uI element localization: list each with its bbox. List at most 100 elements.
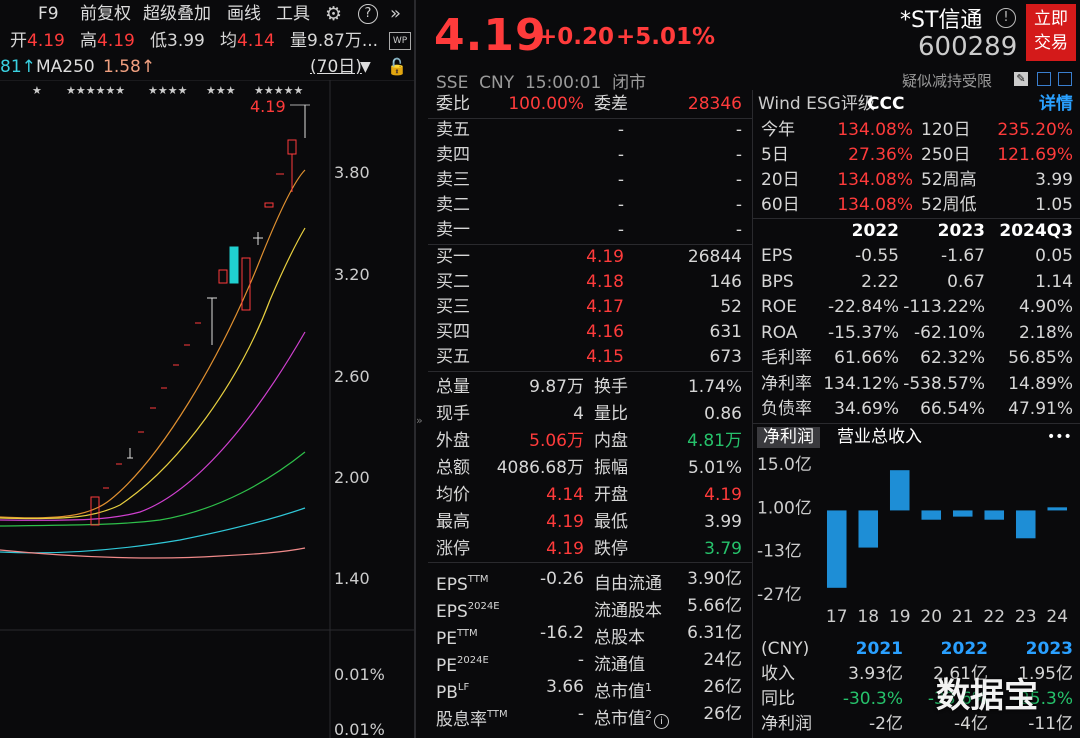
return-label: 120日: [921, 120, 971, 140]
fund-label: EPS2024E: [436, 593, 500, 626]
tab-net-profit[interactable]: 净利润: [757, 427, 820, 448]
info-icon[interactable]: !: [996, 8, 1016, 28]
period-selector[interactable]: (70日): [310, 57, 362, 77]
wp-icon[interactable]: WP: [389, 32, 411, 50]
fund-label: EPSTTM: [436, 566, 488, 599]
fin-value: 1.14: [1035, 271, 1073, 292]
fund-value: 3.90亿: [687, 569, 742, 589]
fin-value: 62.32%: [920, 348, 985, 368]
esg-rating: CCC: [867, 94, 905, 114]
stat-label: 均价: [436, 485, 470, 505]
candle: [264, 202, 274, 208]
stat-row: 外盘 5.06万 内盘 4.81万: [428, 428, 752, 455]
high-label: 高: [80, 31, 97, 51]
edit-icon[interactable]: ✎: [1014, 72, 1028, 86]
ma-line-120: [0, 507, 306, 554]
ask-price: -: [617, 220, 624, 240]
stat-value: 4.19: [704, 485, 742, 505]
rev-year: 2021: [855, 639, 903, 659]
fund-value: -0.26: [540, 569, 584, 589]
weicha-label: 委差: [594, 94, 628, 114]
grid-icon[interactable]: [1058, 72, 1072, 86]
profit-bar[interactable]: [952, 510, 973, 517]
price-change-pct: +5.01%: [616, 24, 716, 50]
weibi-label: 委比: [436, 94, 470, 114]
fin-label: 负债率: [761, 399, 812, 419]
window-icon[interactable]: [1037, 72, 1051, 86]
chart-toolbar: F9 前复权 超级叠加 画线 工具 ⚙ ? »: [0, 0, 414, 28]
stat-row: 总量 9.87万 换手 1.74%: [428, 374, 752, 401]
star-mark: ★★★★★★: [66, 84, 125, 97]
toolbar-super-overlay[interactable]: 超级叠加: [143, 4, 211, 24]
ask-label: 卖五: [436, 120, 470, 140]
fund-label-text: EPS: [436, 575, 468, 595]
fin-year: 2024Q3: [999, 221, 1073, 241]
ask-label: 卖二: [436, 195, 470, 215]
trade-button[interactable]: 立即 交易: [1026, 4, 1076, 61]
x-tick: 24: [1046, 607, 1068, 627]
candle: [90, 496, 100, 526]
info-circle-icon[interactable]: i: [654, 714, 669, 729]
chevron-down-icon[interactable]: ▼: [360, 59, 371, 75]
profit-bar[interactable]: [889, 470, 910, 511]
tab-total-revenue[interactable]: 营业总收入: [837, 427, 922, 447]
y-tick: -13亿: [757, 542, 802, 562]
rev-value: -33.6%: [927, 689, 988, 709]
toolbar-f9[interactable]: F9: [38, 4, 59, 24]
gear-icon[interactable]: ⚙: [325, 3, 343, 25]
stat-label: 涨停: [436, 539, 470, 559]
toolbar-tools[interactable]: 工具: [276, 4, 310, 24]
profit-bar[interactable]: [1047, 507, 1068, 511]
ma-line-60: [0, 451, 306, 527]
avg-label: 均: [220, 31, 237, 51]
fin-value: 4.90%: [1018, 297, 1073, 317]
fund-label: 总股本: [594, 620, 645, 652]
fund-label-sup: TTM: [467, 574, 489, 585]
panel-collapse-handle[interactable]: »: [416, 414, 423, 427]
ohlc-row: 开4.19 高4.19 低3.99 均4.14 量9.87万... WP: [0, 28, 414, 54]
currency: CNY: [479, 73, 515, 93]
profit-bar[interactable]: [1015, 510, 1036, 539]
return-row: 60日 134.08% 52周低 1.05: [753, 193, 1080, 218]
more-icon[interactable]: •••: [1047, 429, 1072, 445]
bid-price: 4.16: [586, 322, 624, 342]
last-price: 4.19: [434, 10, 547, 61]
toolbar-forward-adjust[interactable]: 前复权: [80, 4, 131, 24]
fund-label-sup: LF: [457, 682, 470, 693]
ask-row: 卖四 - -: [428, 143, 752, 168]
esg-detail-link[interactable]: 详情: [1039, 94, 1073, 114]
fin-row: BPS 2.22 0.67 1.14: [753, 270, 1080, 295]
help-icon[interactable]: ?: [358, 4, 378, 24]
return-value: 134.08%: [837, 120, 913, 140]
stat-label: 最低: [594, 512, 628, 532]
stat-value: 5.06万: [529, 431, 584, 451]
candle: [287, 139, 297, 155]
lock-icon[interactable]: 🔓: [387, 57, 407, 76]
y-tick: 3.20: [334, 265, 370, 284]
ask-label: 卖四: [436, 145, 470, 165]
double-chevron-right-icon[interactable]: »: [390, 3, 402, 24]
stat-value: 0.86: [704, 404, 742, 424]
return-value: 1.05: [1035, 195, 1073, 215]
profit-bar[interactable]: [984, 510, 1005, 520]
kline-chart[interactable]: ★ ★★★★★★ ★★★★ ★★★ ★★★★★ 4.19 3.80 3.20 2…: [0, 80, 414, 738]
bid-volume: 26844: [687, 247, 742, 267]
fund-label: PE2024E: [436, 647, 489, 680]
profit-bar[interactable]: [858, 510, 879, 548]
fund-row: PBLF 3.66 总市值1 26亿: [428, 674, 752, 703]
fin-row: ROE -22.84% -113.22% 4.90%: [753, 295, 1080, 320]
return-row: 20日 134.08% 52周高 3.99: [753, 168, 1080, 193]
rev-label: 同比: [761, 689, 795, 709]
toolbar-draw-line[interactable]: 画线: [227, 4, 261, 24]
profit-bar[interactable]: [921, 510, 942, 520]
profit-bar[interactable]: [826, 510, 847, 588]
fin-value: 2.18%: [1018, 322, 1073, 343]
fund-label: 总市值1: [594, 674, 652, 706]
rev-label: 收入: [761, 664, 795, 684]
avg-value: 4.14: [237, 31, 275, 51]
stat-value: 4.81万: [687, 431, 742, 451]
y-tick: 2.60: [334, 367, 370, 386]
bid-label: 买五: [436, 347, 470, 367]
low-label: 低: [150, 31, 167, 51]
fund-value: 24亿: [703, 650, 742, 670]
